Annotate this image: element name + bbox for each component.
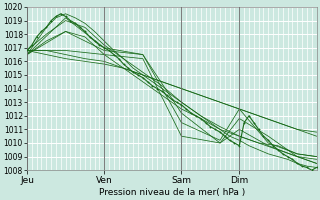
X-axis label: Pression niveau de la mer( hPa ): Pression niveau de la mer( hPa ) (99, 188, 245, 197)
